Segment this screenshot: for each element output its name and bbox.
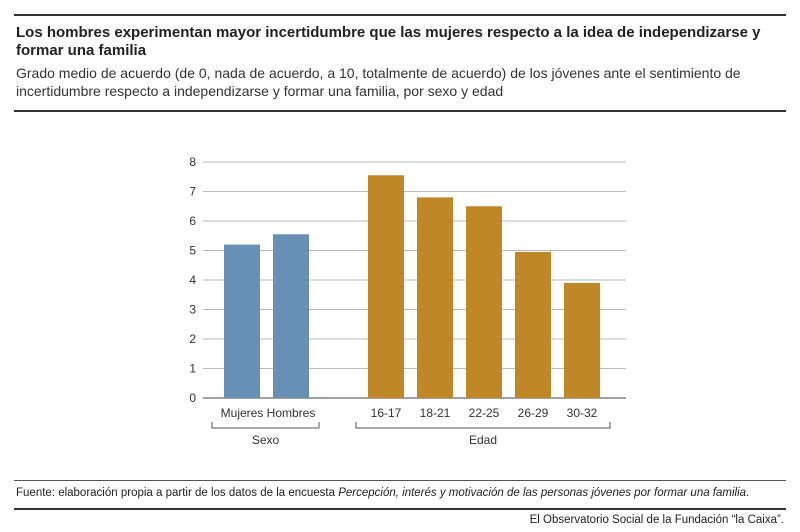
group-brackets: Sexo Edad <box>211 422 611 447</box>
x-axis: Mujeres Hombres 16-17 18-21 22-25 26-29 30-32 <box>221 406 598 420</box>
bar-chart: 0 1 2 3 4 5 6 7 8 Mujeres Hombres 16-17 18-21 22-25 2… <box>189 155 626 447</box>
source-note: Fuente: elaboración propia a partir de l… <box>16 487 786 499</box>
top-rule <box>14 14 786 16</box>
group-bracket <box>211 422 320 429</box>
y-tick-label: 1 <box>189 362 196 376</box>
x-tick-label: 30-32 <box>567 406 598 420</box>
x-tick-label: Hombres <box>267 406 316 420</box>
bar <box>515 251 551 398</box>
bar <box>273 234 309 398</box>
group-label: Sexo <box>252 433 280 447</box>
bar <box>224 244 260 398</box>
source-prefix: Fuente: elaboración propia a partir de l… <box>16 487 339 499</box>
x-tick-label: 26-29 <box>518 406 549 420</box>
chart-title: Los hombres experimentan mayor incertidu… <box>16 24 761 59</box>
bar <box>466 206 502 398</box>
y-axis: 0 1 2 3 4 5 6 7 8 <box>189 155 196 405</box>
bar <box>564 282 600 398</box>
footer-rule <box>14 480 786 481</box>
bars <box>224 175 600 398</box>
bottom-rule <box>14 508 786 510</box>
credit: El Observatorio Social de la Fundación “… <box>529 514 784 526</box>
y-tick-label: 8 <box>189 155 196 169</box>
header-rule <box>14 110 786 112</box>
x-tick-label: 16-17 <box>371 406 402 420</box>
chart-subtitle: Grado medio de acuerdo (de 0, nada de ac… <box>16 65 741 99</box>
group-bracket <box>355 422 611 429</box>
source-suffix: . <box>746 487 750 499</box>
group-label: Edad <box>469 433 497 447</box>
bar <box>417 197 453 398</box>
source-title: Percepción, interés y motivación de las … <box>338 487 747 499</box>
gridlines <box>203 161 626 399</box>
y-tick-label: 6 <box>189 214 196 228</box>
y-tick-label: 3 <box>189 303 196 317</box>
y-tick-label: 5 <box>189 244 196 258</box>
y-tick-label: 2 <box>189 332 196 346</box>
x-tick-label: 22-25 <box>469 406 500 420</box>
y-tick-label: 4 <box>189 273 196 287</box>
bar <box>368 175 404 398</box>
y-tick-label: 0 <box>189 391 196 405</box>
x-tick-label: Mujeres <box>221 406 264 420</box>
y-tick-label: 7 <box>189 185 196 199</box>
x-tick-label: 18-21 <box>420 406 451 420</box>
